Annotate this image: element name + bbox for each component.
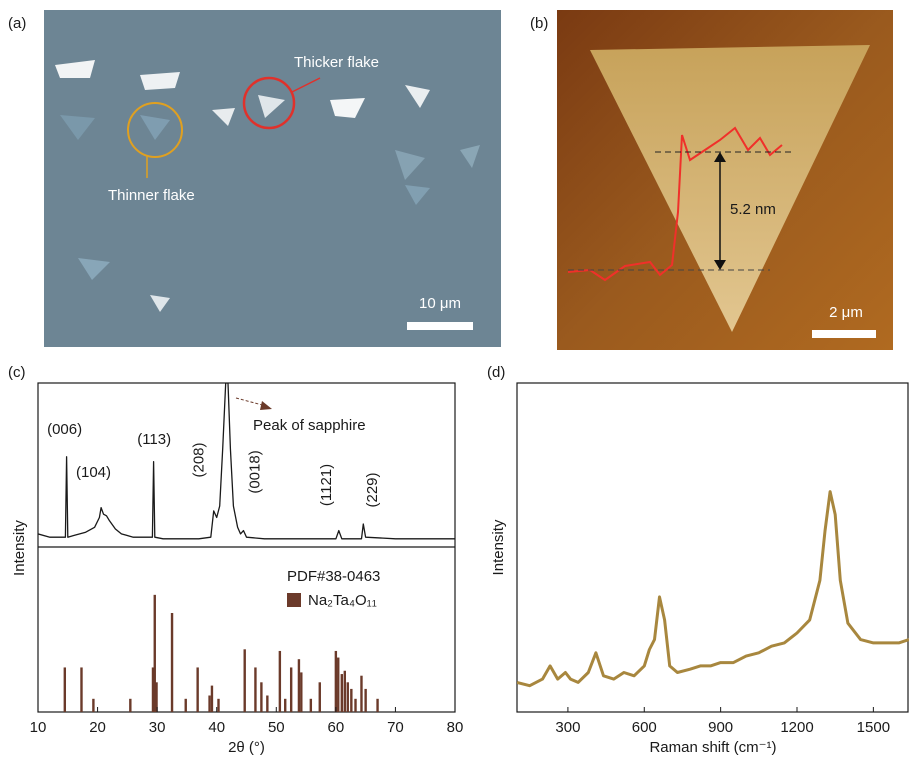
afm-image [557, 10, 893, 350]
spectrum-line [517, 492, 909, 686]
reference-bar [284, 699, 286, 712]
legend-label: Na₂Ta₄O₁₁ [308, 592, 377, 609]
reference-bar [279, 651, 281, 712]
x-tick-label: 10 [30, 719, 47, 736]
peak-label: (1121) [318, 464, 335, 506]
annotation: Thinner flake [108, 187, 195, 204]
x-tick-label: 50 [268, 719, 285, 736]
peak-label: (006) [47, 421, 82, 438]
reference-bar [337, 658, 339, 712]
x-tick-label: 30 [149, 719, 166, 736]
reference-bar [185, 699, 187, 712]
x-tick-label: 40 [208, 719, 225, 736]
peak-label: (113) [137, 431, 171, 448]
reference-bar [300, 672, 302, 712]
scale-bar [407, 322, 473, 330]
reference-bar [92, 699, 94, 712]
x-tick-label: 60 [328, 719, 345, 736]
x-tick-label: 300 [555, 719, 580, 736]
reference-bar [171, 613, 173, 712]
x-tick-label: 600 [632, 719, 657, 736]
y-axis-label: Intensity [11, 520, 28, 576]
x-axis-label: Raman shift (cm⁻¹) [649, 739, 776, 756]
reference-bar [347, 682, 349, 712]
legend-title: PDF#38-0463 [287, 568, 380, 585]
x-tick-label: 70 [387, 719, 404, 736]
x-axis-label: 2θ (°) [228, 739, 265, 756]
panel-label: (c) [8, 364, 26, 381]
reference-bar [310, 699, 312, 712]
annotation: Thicker flake [294, 54, 379, 71]
annotation-arrowhead [260, 401, 272, 410]
reference-bar [211, 686, 213, 712]
scale-label: 10 μm [419, 295, 461, 312]
reference-bar [80, 667, 82, 712]
scale-bar [812, 330, 876, 338]
x-tick-label: 20 [89, 719, 106, 736]
reference-bar [244, 649, 246, 712]
peak-label: (0018) [246, 450, 263, 493]
panel-label: (d) [487, 364, 505, 381]
reference-bar [335, 651, 337, 712]
reference-bar [360, 676, 362, 712]
plot-frame [517, 383, 908, 712]
reference-bar [350, 689, 352, 712]
page: {"images": [ {"label": "(a)", "annotatio… [0, 0, 909, 758]
reference-bar [341, 674, 343, 712]
x-tick-label: 1200 [780, 719, 813, 736]
reference-bar [129, 699, 131, 712]
reference-bar [344, 671, 346, 712]
reference-bar [376, 699, 378, 712]
panel-label: (b) [530, 15, 548, 32]
legend-swatch [287, 593, 301, 607]
figure: (a) Thicker flake Thinner flake 10 μm (b… [0, 0, 909, 758]
reference-bar [319, 682, 321, 712]
reference-bar [364, 689, 366, 712]
y-axis-label: Intensity [490, 519, 507, 575]
reference-bar [64, 667, 66, 712]
reference-bar [298, 659, 300, 712]
reference-bar [290, 667, 292, 712]
reference-bar [266, 696, 268, 713]
panel-label: (a) [8, 15, 26, 32]
reference-bar [196, 667, 198, 712]
reference-bar [217, 699, 219, 712]
peak-label: (104) [76, 464, 111, 481]
reference-bar [260, 682, 262, 712]
peak-label: (208) [191, 442, 208, 477]
peak-label: (229) [364, 472, 381, 507]
x-tick-label: 1500 [857, 719, 890, 736]
annotation: 5.2 nm [730, 201, 776, 218]
reference-bar [354, 699, 356, 712]
flake [140, 72, 180, 90]
x-tick-label: 80 [447, 719, 464, 736]
reference-bar [254, 667, 256, 712]
annotation: Peak of sapphire [253, 417, 366, 434]
scale-label: 2 μm [829, 304, 863, 321]
x-tick-label: 900 [708, 719, 733, 736]
reference-bar [208, 696, 210, 713]
